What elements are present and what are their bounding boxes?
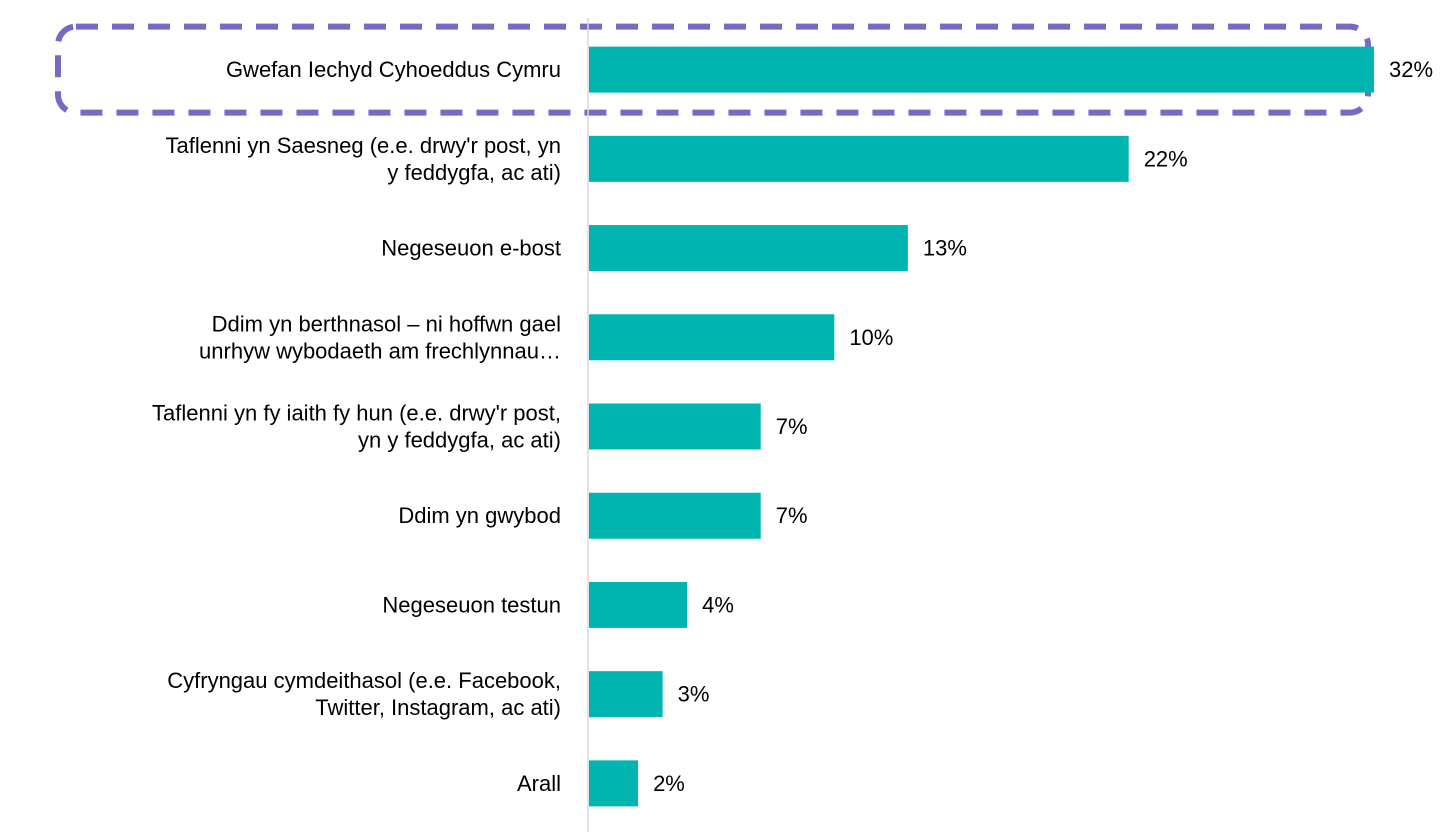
category-label-line: Twitter, Instagram, ac ati) (315, 695, 561, 720)
category-label-line: Negeseuon testun (382, 592, 561, 617)
data-label: 7% (776, 414, 808, 439)
category-label-line: Taflenni yn fy iaith fy hun (e.e. drwy'r… (152, 401, 561, 426)
category-label-line: unrhyw wybodaeth am frechlynnau… (199, 338, 561, 363)
category-label-line: yn y feddygfa, ac ati) (358, 428, 561, 453)
data-label: 3% (678, 682, 710, 707)
highlight-outline (55, 23, 1371, 116)
category-label: Negeseuon e-bost (381, 236, 561, 261)
bar (589, 225, 908, 272)
category-label: Taflenni yn fy iaith fy hun (e.e. drwy'r… (152, 401, 561, 453)
bar (589, 314, 835, 361)
data-label: 2% (653, 771, 685, 796)
category-label: Arall (517, 771, 561, 796)
bar (589, 403, 761, 450)
data-label: 10% (849, 325, 893, 350)
bar (589, 581, 688, 628)
category-label: Negeseuon testun (382, 592, 561, 617)
category-label-line: Taflenni yn Saesneg (e.e. drwy'r post, y… (165, 133, 561, 158)
category-label: Taflenni yn Saesneg (e.e. drwy'r post, y… (165, 133, 561, 185)
category-label: Ddim yn berthnasol – ni hoffwn gael unrhy… (199, 311, 561, 363)
data-label: 13% (923, 236, 967, 261)
category-label-line: Negeseuon e-bost (381, 236, 561, 261)
category-label-line: Cyfryngau cymdeithasol (e.e. Facebook, (167, 668, 561, 693)
data-label: 22% (1144, 146, 1188, 171)
bar (589, 135, 1129, 182)
bar (589, 760, 639, 807)
category-label-line: Arall (517, 771, 561, 796)
category-label: Cyfryngau cymdeithasol (e.e. Facebook, Tw… (167, 668, 561, 720)
category-label: Ddim yn gwybod (398, 503, 561, 528)
category-label-line: y feddygfa, ac ati) (387, 160, 561, 185)
category-label: Gwefan Iechyd Cyhoeddus Cymru (226, 57, 561, 82)
category-label-line: Ddim yn gwybod (398, 503, 561, 528)
bar (589, 492, 761, 539)
bar (589, 671, 663, 718)
data-label: 32% (1389, 57, 1433, 82)
category-label-line: Gwefan Iechyd Cyhoeddus Cymru (226, 57, 561, 82)
data-label: 4% (702, 592, 734, 617)
category-label-line: Ddim yn berthnasol – ni hoffwn gael (212, 311, 561, 336)
bar (589, 46, 1374, 93)
data-label: 7% (776, 503, 808, 528)
